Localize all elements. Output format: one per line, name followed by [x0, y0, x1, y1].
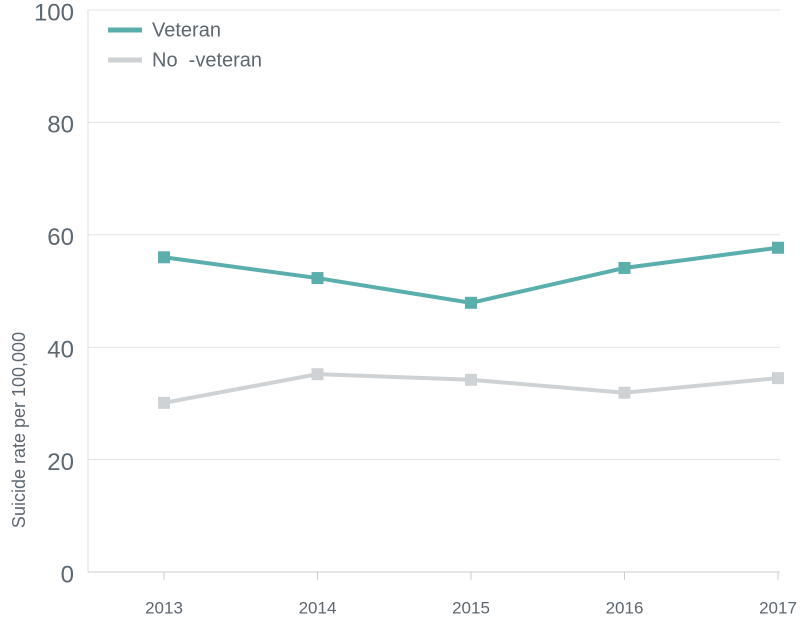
- point: [465, 373, 477, 386]
- point: [772, 241, 784, 254]
- point: [618, 386, 631, 399]
- x-tick-label: 2014: [299, 598, 337, 617]
- y-tick-label: 0: [61, 561, 74, 588]
- series-line: [163, 245, 779, 305]
- point: [311, 272, 324, 285]
- point: [465, 296, 477, 309]
- x-tick-label: 2017: [759, 598, 797, 617]
- point: [158, 396, 170, 409]
- legend-label: No -veteran: [152, 49, 262, 71]
- y-axis-label: Suicide rate per 100,000: [9, 332, 29, 528]
- x-tick-label: 2015: [452, 598, 490, 617]
- y-tick-label: 20: [47, 449, 74, 476]
- point: [772, 372, 784, 385]
- y-tick-label: 40: [47, 337, 74, 364]
- x-tick-label: 2013: [145, 598, 183, 617]
- point: [158, 251, 170, 264]
- y-tick-label: 100: [34, 0, 74, 26]
- legend-label: Veteran: [152, 19, 221, 41]
- point: [311, 368, 324, 381]
- y-tick-label: 80: [47, 112, 74, 139]
- x-tick-label: 2016: [606, 598, 644, 617]
- y-tick-label: 60: [47, 224, 74, 251]
- point: [618, 261, 631, 274]
